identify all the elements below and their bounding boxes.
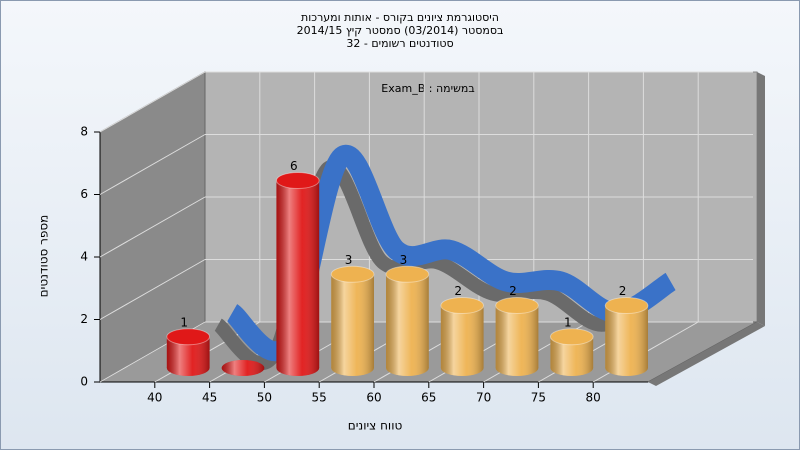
x-tick-label: 80 — [586, 391, 601, 405]
wall-edge — [757, 72, 765, 326]
y-tick-label: 8 — [80, 125, 88, 139]
x-tick-label: 75 — [531, 391, 546, 405]
bar-shade — [495, 305, 539, 368]
chart-subtitle: סטודנטים רשומים - 32 — [346, 37, 453, 50]
x-axis-label: טווח ציונים — [348, 419, 403, 433]
bar-top — [495, 297, 539, 314]
y-tick-label: 0 — [80, 375, 88, 389]
data-label: 3 — [400, 253, 408, 267]
x-tick-label: 65 — [421, 391, 436, 405]
chart-title: היסטוגרמת ציונים בקורס - אותות ומערכות — [301, 11, 499, 24]
y-tick-label: 2 — [80, 312, 88, 326]
x-tick-label: 40 — [147, 391, 162, 405]
bar-top — [440, 297, 485, 314]
floor-edge — [648, 322, 765, 386]
data-label: 1 — [564, 315, 572, 329]
bar-bottom-shade — [221, 360, 265, 376]
grid-line — [99, 259, 206, 320]
bar-top — [166, 328, 211, 346]
bar-shade — [440, 305, 484, 368]
bar-top — [385, 265, 430, 283]
bar-shade — [605, 305, 648, 368]
y-axis-label: מספר סטודנטים — [37, 215, 51, 298]
x-tick-label: 55 — [312, 391, 327, 405]
data-label: 1 — [180, 315, 188, 329]
bar-shade — [331, 274, 374, 368]
x-tick-label: 45 — [202, 391, 217, 405]
bar-top — [275, 172, 320, 189]
chart-subtitle: בסמסטר (03/2014) סמסטר קיץ 2014/15 — [297, 24, 504, 37]
data-label: 2 — [454, 284, 462, 298]
bar-top — [604, 297, 649, 314]
grid-line — [99, 134, 206, 195]
bar-top — [549, 328, 594, 346]
data-label: 2 — [509, 284, 517, 298]
y-tick-label: 6 — [80, 187, 88, 201]
y-tick-label: 4 — [80, 250, 88, 264]
x-tick-label: 70 — [476, 391, 491, 405]
data-label: 2 — [619, 284, 627, 298]
x-tick-label: 50 — [257, 391, 272, 405]
data-label: 6 — [290, 159, 298, 173]
bar-top — [330, 265, 375, 283]
grid-line — [99, 196, 206, 258]
bar-shade — [386, 274, 429, 368]
bar-shade — [276, 180, 320, 368]
annotation: במשימה : Exam_B — [381, 82, 474, 95]
x-tick-label: 60 — [366, 391, 381, 405]
grid-line — [99, 71, 206, 133]
data-label: 3 — [345, 253, 353, 267]
